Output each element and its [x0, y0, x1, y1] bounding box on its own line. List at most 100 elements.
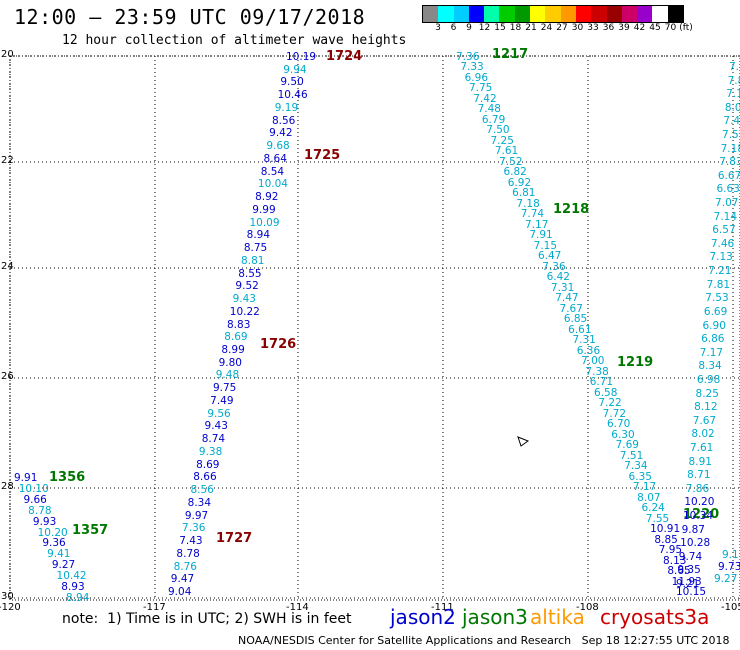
track-point: 7.13: [709, 251, 733, 264]
track-point: 8.66: [193, 471, 217, 484]
track-point: 8.56: [271, 114, 296, 127]
land-feature-icon: [517, 436, 530, 447]
track-point: 6.24: [641, 502, 665, 515]
legend-altika: altika: [530, 605, 585, 629]
track-point: 10.15: [676, 586, 707, 598]
colorbar-swatch: [637, 6, 653, 22]
track-point: 7.07: [715, 197, 739, 210]
track-point: 7.34: [624, 460, 648, 473]
track-point: 9.42: [269, 127, 293, 140]
track-point: 8.78: [176, 547, 200, 560]
track-point: 10.09: [249, 216, 280, 229]
track-point: 7.33: [460, 61, 484, 74]
map-gridlines: [9, 55, 740, 600]
track-point: 7.17: [525, 218, 549, 231]
track-point: 9.27: [714, 573, 738, 585]
colorbar-swatch: [621, 6, 638, 22]
colorbar-label: 24: [540, 23, 553, 33]
track-point: 9.43: [204, 420, 228, 433]
colorbar-swatch: [667, 6, 684, 22]
track-point: 8.94: [66, 592, 90, 604]
track-point: 9.74: [678, 550, 703, 563]
legend-note: note: 1) Time is in UTC; 2) SWH is in fe…: [62, 611, 352, 627]
track-point: 8.65: [667, 565, 691, 578]
track-point: 8.07: [637, 491, 661, 504]
track-point: 6.90: [702, 319, 726, 332]
colorbar-label: 6: [450, 23, 457, 33]
track-point: 7.21: [708, 265, 732, 278]
track-point: 7.36: [542, 260, 566, 273]
track-point: 7.55: [645, 512, 670, 525]
track-point: 6.58: [594, 386, 618, 399]
track-point: 7.50: [486, 124, 510, 137]
lon-label: -114: [286, 602, 309, 613]
track-point: 9.36: [42, 537, 66, 550]
track-point: 7.81: [706, 278, 731, 291]
track-point: 8.99: [221, 343, 245, 356]
track-point: 7.61: [494, 145, 519, 158]
colorbar-swatch: [575, 6, 592, 22]
pass-time-label: 1726: [260, 337, 297, 352]
track-point: 7.61: [689, 441, 714, 454]
track-point: 7.31: [572, 334, 596, 347]
track-point: 9.94: [283, 63, 307, 76]
track-point: 7.1: [726, 88, 740, 101]
track-point: 8.13: [663, 554, 687, 567]
track-point: 10.91: [650, 523, 681, 536]
track-point: 6.61: [568, 323, 592, 336]
track-point: 8.93: [61, 581, 85, 594]
colorbar-label: 21: [525, 23, 537, 33]
track-point: 6.69: [703, 305, 728, 318]
colorbar-swatch: [453, 6, 469, 22]
lon-label: -108: [576, 602, 599, 613]
track-point: 9.48: [215, 369, 240, 382]
track-point: 9.35: [677, 564, 701, 577]
track-point: 6.86: [701, 333, 725, 346]
colorbar-swatch: [484, 6, 500, 22]
pass-time-label: 1356: [49, 470, 86, 485]
lat-label: 20: [1, 49, 14, 60]
track-point: 6.85: [563, 313, 588, 326]
track-point: 8.55: [238, 267, 262, 280]
lat-label: 28: [1, 481, 14, 492]
track-point: 6.81: [512, 187, 536, 200]
credit-line: NOAA/NESDIS Center for Satellite Applica…: [238, 634, 730, 647]
track-point: 6.30: [611, 428, 635, 441]
pass-time-label: 1724: [326, 49, 363, 64]
track-point: 6.63: [716, 183, 740, 196]
track-point: 6.57: [712, 224, 736, 237]
page-title: 12:00 – 23:59 UTC 09/17/2018: [14, 5, 366, 29]
track-point: 6.70: [606, 418, 631, 431]
track-point: 6.67: [717, 169, 740, 182]
track-point: 10.22: [229, 305, 260, 318]
track-point: 9.50: [280, 76, 304, 89]
track-point: 6.71: [589, 376, 614, 389]
colorbar-label: (ft): [679, 23, 693, 33]
track-point: 8.85: [654, 533, 678, 546]
track-point: 6.96: [464, 71, 489, 84]
track-point: 6.79: [481, 113, 506, 126]
track-point: 7.67: [692, 414, 717, 427]
colorbar-label: 3: [435, 23, 441, 33]
colorbar-label: 45: [649, 23, 661, 33]
page-subtitle: 12 hour collection of altimeter wave hei…: [62, 33, 407, 48]
track-point: 7.14: [713, 210, 738, 223]
lat-label: 22: [1, 155, 14, 166]
track-point: 7.57: [722, 129, 740, 142]
colorbar-label: 18: [509, 23, 522, 33]
colorbar-label: 33: [587, 23, 599, 33]
track-point: 6.36: [576, 344, 601, 357]
track-point: 6.42: [546, 271, 570, 284]
colorbar-swatch: [560, 6, 576, 22]
track-point: 8.81: [241, 254, 265, 267]
pass-time-label: 1727: [216, 531, 253, 546]
track-point: 7.75: [468, 82, 493, 95]
track-point: 10.10: [18, 482, 49, 495]
lon-label: -117: [143, 602, 166, 613]
track-point: 10.20: [684, 496, 715, 509]
track-point: 9.41: [47, 548, 71, 561]
track-point: 8.0: [724, 101, 740, 114]
track-point: 7.48: [477, 103, 501, 116]
track-point: 9.56: [207, 407, 231, 420]
